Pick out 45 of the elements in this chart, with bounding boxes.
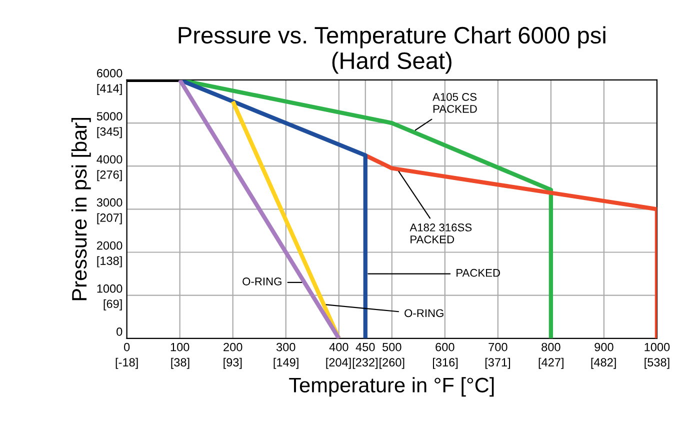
- x-tick-label: 700: [488, 342, 508, 352]
- x2-tick-label: [316]: [433, 358, 458, 369]
- x-tick-label: 500: [382, 342, 402, 352]
- annotation: O-RING: [404, 309, 444, 318]
- x2-tick-label: [149]: [274, 358, 298, 369]
- x-tick-label: 100: [170, 342, 190, 352]
- y-axis-title: Pressure in psi [bar]: [71, 118, 91, 300]
- chart-title: Pressure vs. Temperature Chart 6000 psi (Hard Seat): [178, 26, 606, 74]
- x2-tick-label: [232]: [352, 358, 378, 369]
- x-tick-label: 800: [542, 342, 560, 352]
- y2-tick-label: [345]: [97, 127, 122, 138]
- x-tick-label: 1000: [644, 342, 670, 352]
- y-tick-label: 6000: [96, 69, 122, 78]
- x2-tick-label: [-18]: [116, 358, 138, 369]
- x2-tick-label: [482]: [591, 358, 616, 369]
- y-tick-label: 5000: [96, 112, 122, 120]
- y-tick-label: 1000: [97, 284, 122, 293]
- x-tick-label: 200: [224, 342, 242, 352]
- x2-tick-label: [93]: [224, 358, 242, 369]
- x2-tick-label: [371]: [485, 358, 510, 369]
- y2-tick-label: [276]: [97, 170, 122, 182]
- x-tick-label: 600: [436, 342, 454, 352]
- x2-tick-label: [538]: [644, 358, 670, 369]
- annotation: A182 316SS PACKED: [410, 224, 472, 244]
- y2-tick-label: [414]: [97, 84, 122, 96]
- y-tick-label: 0: [116, 327, 122, 336]
- x2-tick-label: [38]: [171, 358, 190, 369]
- annotation: PACKED: [456, 268, 500, 277]
- y2-tick-label: [69]: [104, 299, 122, 310]
- x2-tick-label: [204]: [326, 358, 351, 369]
- y2-tick-label: [207]: [97, 213, 122, 224]
- y-tick-label: 2000: [96, 241, 122, 250]
- y2-tick-label: [138]: [97, 256, 122, 268]
- y-tick-label: 3000: [96, 198, 122, 207]
- x-tick-label: 300: [276, 342, 296, 352]
- x2-tick-label: [260]: [380, 358, 404, 369]
- x2-tick-label: [427]: [538, 358, 564, 369]
- x-tick-label: 450: [356, 342, 375, 352]
- x-axis-title: Temperature in °F [°C]: [289, 377, 494, 397]
- annotation: O-RING: [242, 278, 282, 286]
- annotation: A105 CS PACKED: [432, 92, 477, 113]
- x-tick-label: 400: [329, 342, 348, 352]
- x-tick-label: 0: [124, 342, 130, 352]
- y-tick-label: 4000: [96, 155, 122, 164]
- x-tick-label: 900: [594, 342, 614, 352]
